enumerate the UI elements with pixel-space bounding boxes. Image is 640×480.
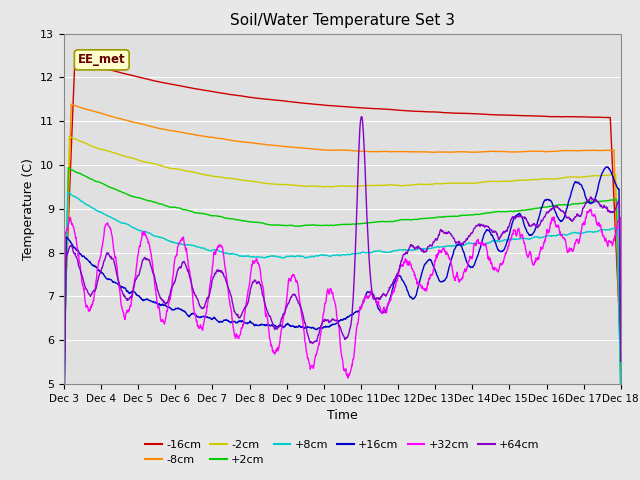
X-axis label: Time: Time — [327, 409, 358, 422]
Text: EE_met: EE_met — [78, 53, 125, 66]
Title: Soil/Water Temperature Set 3: Soil/Water Temperature Set 3 — [230, 13, 455, 28]
Legend: -16cm, -8cm, -2cm, +2cm, +8cm, +16cm, +32cm, +64cm: -16cm, -8cm, -2cm, +2cm, +8cm, +16cm, +3… — [141, 435, 544, 469]
Y-axis label: Temperature (C): Temperature (C) — [22, 158, 35, 260]
